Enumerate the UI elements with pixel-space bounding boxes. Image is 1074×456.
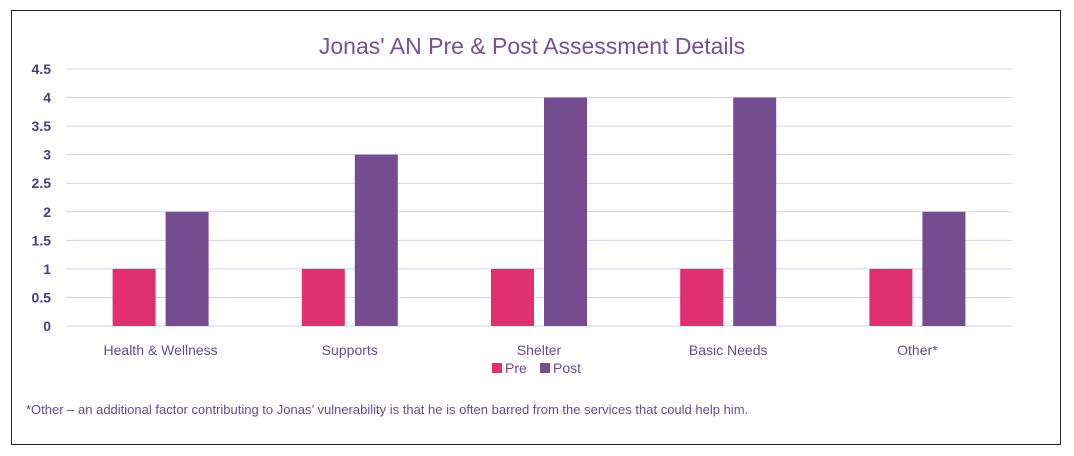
bar-post bbox=[733, 97, 777, 326]
y-tick-label: 2.5 bbox=[32, 175, 52, 191]
y-tick-label: 3 bbox=[43, 147, 51, 163]
bar-post bbox=[165, 211, 209, 326]
x-category-label: Health & Wellness bbox=[104, 342, 218, 358]
y-tick-label: 1 bbox=[43, 261, 51, 277]
chart-title: Jonas' AN Pre & Post Assessment Details bbox=[319, 33, 745, 59]
x-axis-categories: Health & Wellness Supports Shelter Basic Ne… bbox=[104, 342, 939, 358]
y-axis-ticks: 0 0.5 1 1.5 2 2.5 3 3.5 4 4.5 bbox=[32, 61, 52, 334]
y-tick-label: 4 bbox=[43, 90, 51, 106]
bar-post bbox=[544, 97, 587, 326]
bars bbox=[112, 97, 966, 326]
x-category-label: Shelter bbox=[517, 342, 562, 358]
legend-label-pre: Pre bbox=[505, 360, 527, 376]
bar-pre bbox=[680, 268, 724, 326]
gridlines bbox=[66, 68, 1012, 327]
y-tick-label: 3.5 bbox=[32, 118, 52, 134]
y-tick-label: 1.5 bbox=[32, 232, 52, 248]
y-tick-label: 2 bbox=[43, 204, 51, 220]
bar-pre bbox=[301, 268, 345, 326]
legend-swatch-pre bbox=[492, 363, 502, 373]
bar-post bbox=[922, 211, 966, 326]
bar-pre bbox=[112, 268, 156, 326]
legend-swatch-post bbox=[540, 363, 550, 373]
x-category-label: Other* bbox=[897, 342, 938, 358]
footnote: *Other – an additional factor contributi… bbox=[26, 402, 748, 417]
legend-label-post: Post bbox=[553, 360, 581, 376]
legend: Pre Post bbox=[492, 360, 581, 376]
bar-pre bbox=[869, 268, 913, 326]
y-tick-label: 0.5 bbox=[32, 289, 52, 305]
x-category-label: Basic Needs bbox=[689, 342, 768, 358]
x-category-label: Supports bbox=[322, 342, 378, 358]
y-tick-label: 0 bbox=[43, 318, 51, 334]
y-tick-label: 4.5 bbox=[32, 61, 52, 77]
bar-post bbox=[354, 154, 398, 326]
bar-pre bbox=[491, 268, 534, 326]
